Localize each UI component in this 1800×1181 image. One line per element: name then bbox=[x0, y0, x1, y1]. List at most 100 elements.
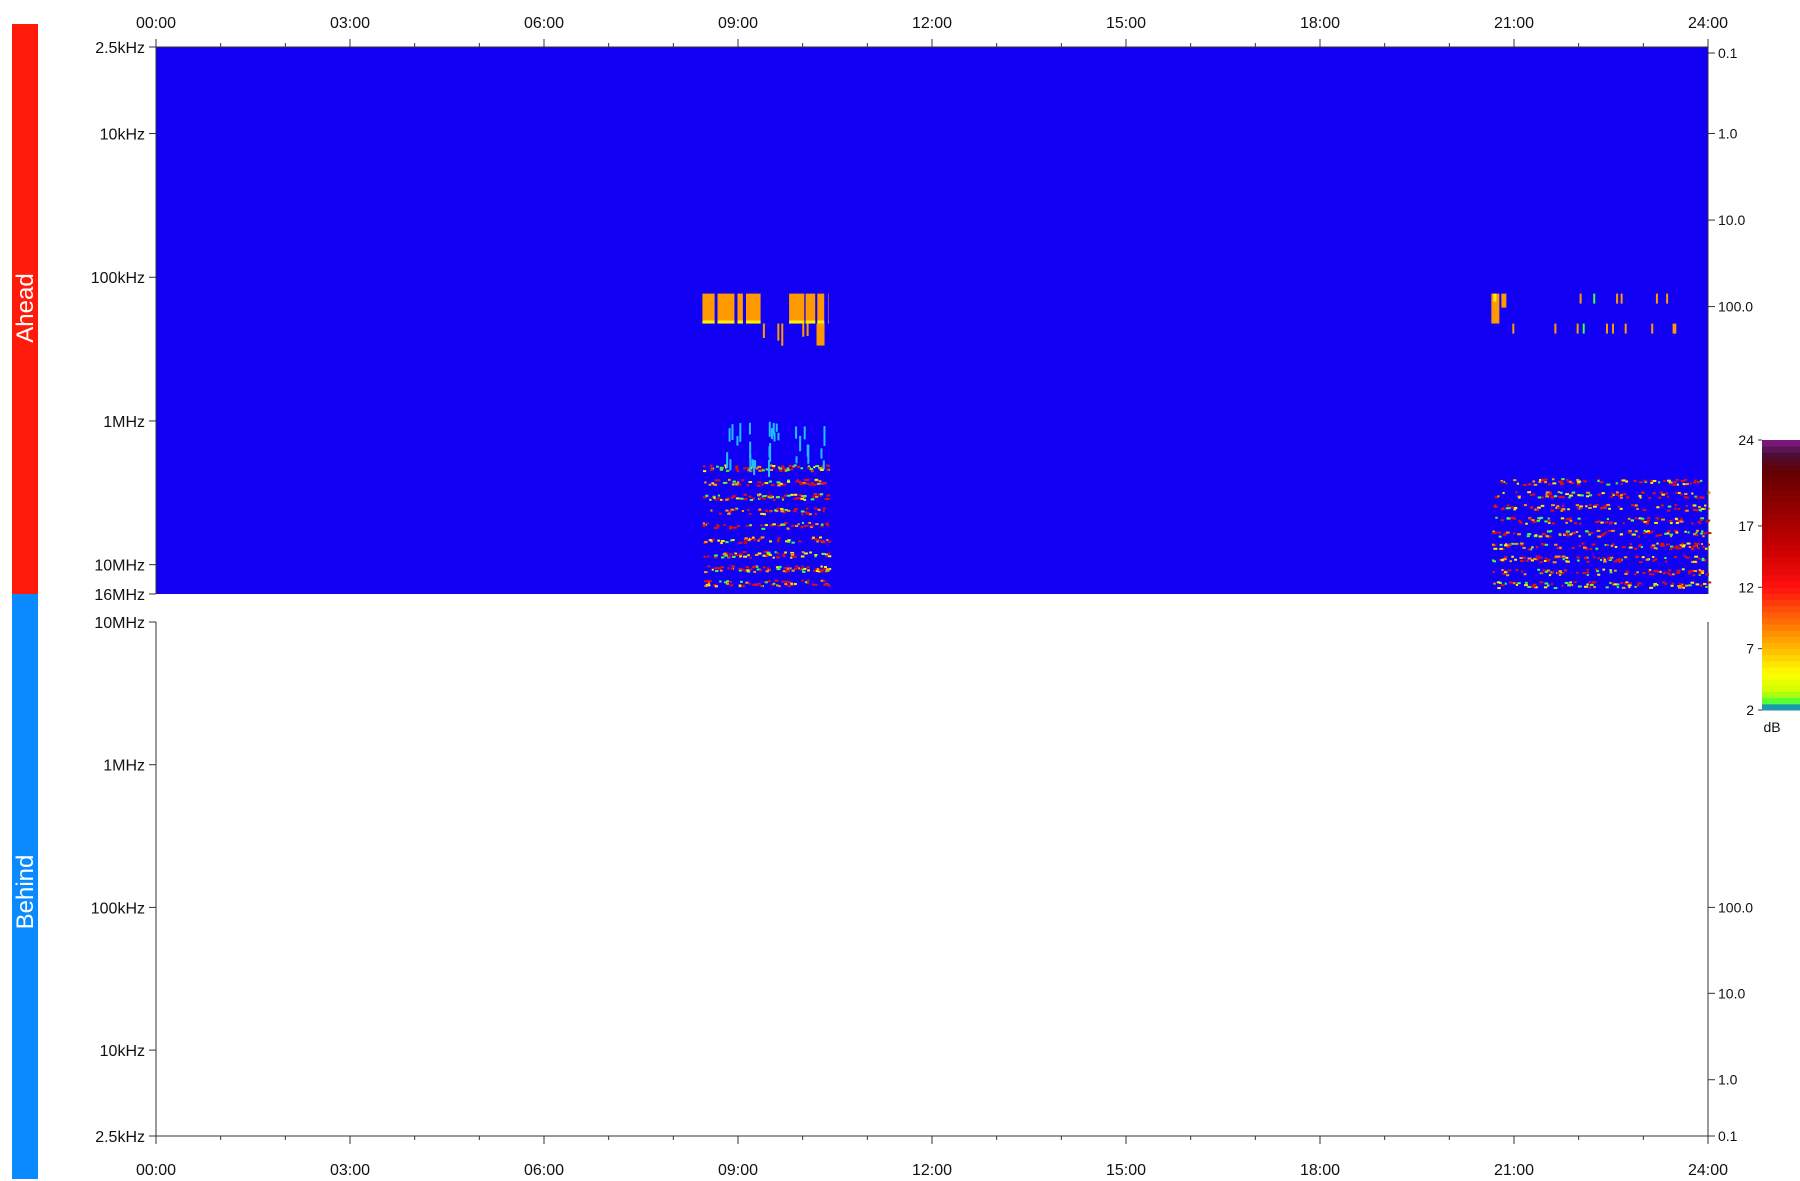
speckle-mark bbox=[709, 498, 712, 501]
speckle-mark bbox=[1597, 493, 1601, 496]
speckle-mark bbox=[787, 527, 790, 530]
speckle-mark bbox=[703, 555, 707, 558]
top-time-axis-tick-label: 21:00 bbox=[1494, 15, 1534, 32]
speckle-mark bbox=[776, 568, 781, 571]
speckle-mark bbox=[1700, 532, 1703, 535]
behind-right-axis-tick-label: 0.1 bbox=[1718, 1128, 1738, 1144]
speckle-mark bbox=[1512, 582, 1516, 585]
speckle-mark bbox=[722, 481, 727, 484]
speckle-mark bbox=[1538, 556, 1543, 559]
speckle-mark bbox=[1546, 535, 1551, 538]
speckle-mark bbox=[749, 568, 753, 571]
speckle-mark bbox=[822, 541, 826, 544]
speckle-mark bbox=[1525, 559, 1529, 562]
speckle-mark bbox=[743, 467, 746, 470]
speckle-mark bbox=[741, 479, 744, 482]
speckle-mark bbox=[1554, 555, 1559, 558]
speckle-mark bbox=[813, 493, 818, 496]
speckle-mark bbox=[721, 556, 725, 559]
speckle-mark bbox=[746, 467, 750, 470]
colorbar-swatch bbox=[1762, 636, 1800, 643]
speckle-mark bbox=[1609, 569, 1612, 572]
speckle-mark bbox=[1675, 547, 1679, 550]
speckle-mark bbox=[1615, 482, 1618, 485]
speckle-mark bbox=[780, 508, 784, 511]
speckle-mark bbox=[1561, 584, 1564, 587]
speckle-mark bbox=[1617, 505, 1620, 508]
speckle-mark bbox=[1539, 516, 1544, 519]
speckle-mark bbox=[781, 496, 785, 499]
speckle-mark bbox=[762, 554, 767, 557]
speckle-mark bbox=[1578, 544, 1581, 547]
speckle-mark bbox=[1543, 560, 1547, 563]
speckle-mark bbox=[716, 567, 721, 570]
speckle-mark bbox=[1501, 569, 1504, 572]
speckle-mark bbox=[1586, 491, 1591, 494]
speckle-mark bbox=[749, 499, 754, 502]
speckle-mark bbox=[719, 468, 723, 471]
speckle-mark bbox=[1690, 581, 1695, 584]
speckle-mark bbox=[757, 465, 762, 468]
speckle-mark bbox=[1607, 557, 1611, 560]
speckle-mark bbox=[815, 523, 819, 526]
speckle-mark bbox=[1621, 479, 1626, 482]
speckle-mark bbox=[1500, 480, 1503, 483]
speckle-mark bbox=[1698, 573, 1701, 576]
speckle-mark bbox=[800, 510, 805, 513]
speckle-mark bbox=[1660, 504, 1664, 507]
speckle-mark bbox=[1664, 557, 1667, 560]
speckle-mark bbox=[707, 582, 711, 585]
speckle-mark bbox=[709, 464, 713, 467]
speckle-mark bbox=[784, 580, 788, 583]
speckle-mark bbox=[784, 522, 788, 525]
speckle-mark bbox=[790, 582, 793, 585]
speckle-mark bbox=[1564, 581, 1569, 584]
speckle-mark bbox=[1518, 519, 1521, 522]
speckle-mark bbox=[770, 483, 775, 486]
speckle-mark bbox=[813, 538, 818, 541]
cyan-streak-mark bbox=[731, 424, 734, 440]
speckle-mark bbox=[753, 570, 757, 573]
speckle-mark bbox=[725, 469, 730, 472]
speckle-mark bbox=[1657, 570, 1662, 573]
speckle-mark bbox=[1642, 532, 1646, 535]
speckle-mark bbox=[1622, 522, 1625, 525]
speckle-mark bbox=[716, 525, 720, 528]
speckle-mark bbox=[760, 524, 763, 527]
speckle-mark bbox=[1541, 543, 1546, 546]
speckle-mark bbox=[715, 526, 719, 529]
speckle-mark bbox=[1596, 570, 1599, 573]
speckle-mark bbox=[1540, 496, 1544, 499]
speckle-mark bbox=[772, 556, 775, 559]
speckle-mark bbox=[1664, 560, 1668, 563]
speckle-mark bbox=[817, 538, 820, 541]
colorbar-swatch bbox=[1762, 587, 1800, 594]
cyan-streak-mark bbox=[751, 459, 754, 468]
speckle-mark bbox=[710, 468, 713, 471]
speckle-mark bbox=[1501, 548, 1505, 551]
speckle-mark bbox=[1537, 496, 1542, 499]
speckle-mark bbox=[1681, 542, 1684, 545]
speckle-mark bbox=[1493, 505, 1497, 508]
speckle-mark bbox=[752, 583, 756, 586]
speckle-mark bbox=[1682, 544, 1686, 547]
cyan-streak-mark bbox=[739, 423, 742, 442]
speckle-mark bbox=[798, 540, 802, 543]
speckle-mark bbox=[1679, 520, 1684, 523]
speckle-mark bbox=[806, 566, 810, 569]
speckle-mark bbox=[1493, 544, 1497, 547]
speckle-mark bbox=[1642, 509, 1647, 512]
speckle-mark bbox=[1685, 584, 1689, 587]
speckle-mark bbox=[1564, 532, 1568, 535]
speckle-mark bbox=[1583, 480, 1587, 483]
cyan-streak-mark bbox=[749, 454, 752, 473]
speckle-mark bbox=[1612, 543, 1615, 546]
speckle-mark bbox=[1577, 494, 1581, 497]
ahead-frequency-axis-tick-label: 16MHz bbox=[94, 587, 145, 604]
speckle-mark bbox=[826, 494, 831, 497]
speckle-mark bbox=[705, 494, 709, 497]
speckle-mark bbox=[1569, 480, 1572, 483]
speckle-mark bbox=[1595, 547, 1599, 550]
speckle-mark bbox=[1514, 542, 1519, 545]
speckle-mark bbox=[1632, 533, 1636, 536]
